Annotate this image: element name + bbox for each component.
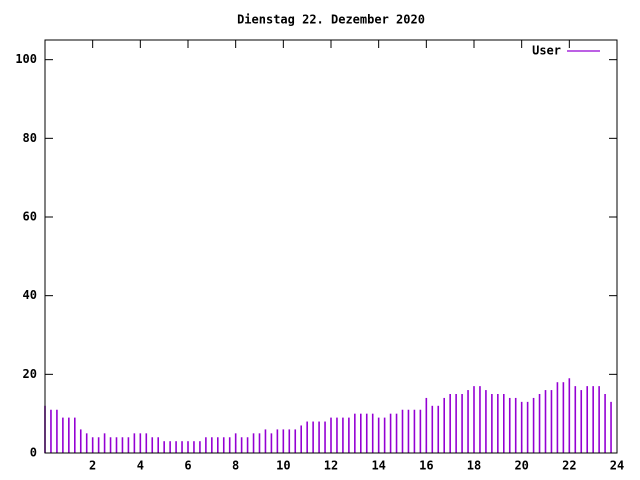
x-tick-label: 16 (419, 459, 433, 473)
x-tick-label: 4 (137, 459, 144, 473)
x-tick-label: 12 (324, 459, 338, 473)
chart-title: Dienstag 22. Dezember 2020 (237, 13, 425, 27)
legend-label: User (532, 44, 561, 58)
x-tick-label: 8 (232, 459, 239, 473)
x-tick-label: 24 (610, 459, 624, 473)
x-tick-label: 14 (371, 459, 385, 473)
y-tick-label: 20 (23, 367, 37, 381)
y-tick-label: 40 (23, 288, 37, 302)
x-tick-label: 2 (89, 459, 96, 473)
y-tick-label: 100 (15, 52, 37, 66)
x-tick-label: 20 (514, 459, 528, 473)
y-tick-label: 60 (23, 210, 37, 224)
x-tick-label: 10 (276, 459, 290, 473)
plot-frame (44, 39, 618, 454)
x-tick-label: 6 (184, 459, 191, 473)
x-tick-label: 22 (562, 459, 576, 473)
y-tick-label: 0 (30, 446, 37, 460)
x-tick-label: 18 (467, 459, 481, 473)
y-tick-label: 80 (23, 131, 37, 145)
